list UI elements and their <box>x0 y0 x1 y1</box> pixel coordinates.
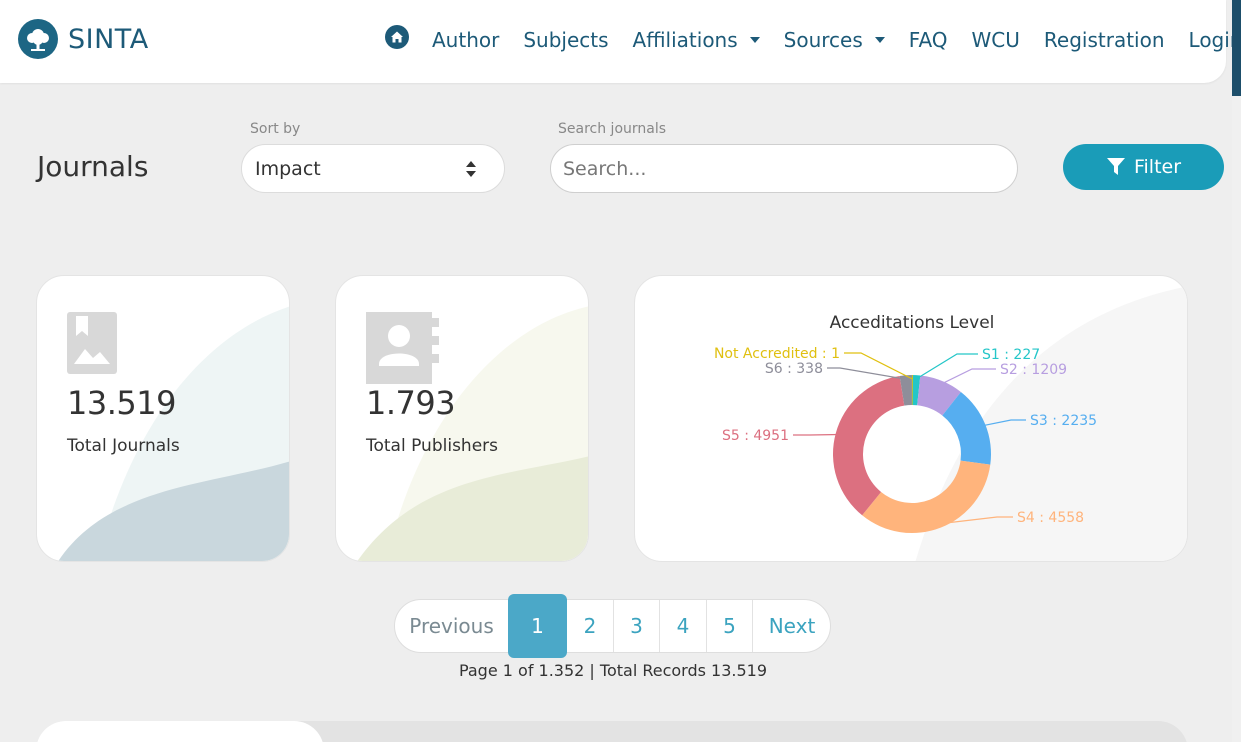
page-2-button[interactable]: 2 <box>583 614 597 638</box>
nav-subjects[interactable]: Subjects <box>523 28 609 52</box>
top-navbar: SINTA Author Subjects Affiliations Sourc… <box>0 0 1241 83</box>
donut-slice-s4[interactable] <box>862 460 991 533</box>
search-input[interactable] <box>550 144 1018 193</box>
leader-line <box>915 353 978 380</box>
sort-select[interactable]: Impact <box>241 144 505 193</box>
next-page-button[interactable]: Next <box>752 600 831 652</box>
nav-author[interactable]: Author <box>432 28 500 52</box>
donut-slice-s5[interactable] <box>833 375 905 516</box>
nav-sources-dropdown[interactable]: Sources <box>784 22 885 58</box>
previous-page-button[interactable]: Previous <box>409 614 494 638</box>
data-label-s1: S1 : 227 <box>982 347 1040 363</box>
brand-name: SINTA <box>68 23 149 55</box>
chevron-down-icon <box>874 37 885 43</box>
sinta-logo-icon <box>18 19 58 59</box>
filter-label: Filter <box>1133 156 1182 178</box>
leader-line <box>939 516 1013 525</box>
page-info: Page 1 of 1.352 | Total Records 13.519 <box>458 661 768 680</box>
card-background-wave <box>58 306 289 561</box>
nav-wcu[interactable]: WCU <box>971 28 1020 52</box>
data-label-s4: S4 : 4558 <box>1017 510 1084 526</box>
page-1-button[interactable]: 1 <box>508 594 567 658</box>
sort-label: Sort by <box>250 121 301 137</box>
scrollbar[interactable] <box>1232 0 1241 742</box>
page-3-button[interactable]: 3 <box>613 600 659 652</box>
total-publishers-label: Total Publishers <box>366 436 499 456</box>
filter-button[interactable]: Filter <box>1063 144 1224 190</box>
sort-value: Impact <box>255 157 321 180</box>
nav-affiliations-label: Affiliations <box>632 28 738 52</box>
data-label-s5: S5 : 4951 <box>722 428 789 444</box>
scrollbar-thumb[interactable] <box>1232 0 1241 96</box>
leader-line <box>981 419 1026 427</box>
page-4-button[interactable]: 4 <box>659 600 706 652</box>
results-tab-active[interactable] <box>36 721 324 742</box>
leader-line <box>940 368 996 386</box>
total-journals-value: 13.519 <box>67 384 176 422</box>
chevron-down-icon <box>749 37 760 43</box>
nav-faq[interactable]: FAQ <box>908 28 948 52</box>
filter-icon <box>1106 158 1125 175</box>
nav-registration[interactable]: Registration <box>1043 28 1165 52</box>
leader-line <box>827 367 907 380</box>
donut-slice-s2[interactable] <box>917 375 961 416</box>
home-icon[interactable] <box>385 25 409 49</box>
data-label-not-accredited: Not Accredited : 1 <box>714 346 840 362</box>
data-label-s3: S3 : 2235 <box>1030 413 1097 429</box>
data-label-s2: S2 : 1209 <box>1000 362 1067 378</box>
total-publishers-value: 1.793 <box>366 384 456 422</box>
nav-affiliations-dropdown[interactable]: Affiliations <box>633 22 760 58</box>
donut-slice-s3[interactable] <box>942 391 991 465</box>
accreditation-chart-card: Acceditations Level S1 : 227 S2 : 1209 S3 … <box>634 275 1188 562</box>
sort-arrows-icon <box>466 161 476 177</box>
total-publishers-card: 1.793 Total Publishers <box>335 275 589 562</box>
donut-slice-s1[interactable] <box>912 375 921 406</box>
contact-book-icon <box>366 312 439 388</box>
brand[interactable]: SINTA <box>18 19 149 59</box>
data-label-s6: S6 : 338 <box>765 361 823 377</box>
page-5-button[interactable]: 5 <box>706 600 752 652</box>
total-journals-card: 13.519 Total Journals <box>36 275 290 562</box>
donut-slice-not-accredited[interactable] <box>911 375 913 406</box>
page-title: Journals <box>37 150 149 183</box>
donut-slice-s6[interactable] <box>899 375 912 406</box>
image-icon <box>67 312 117 378</box>
search-label: Search journals <box>558 121 667 137</box>
nav-sources-label: Sources <box>783 28 863 52</box>
pagination: Previous 1 2 3 4 5 Next <box>394 594 831 658</box>
main-nav: Author Subjects Affiliations Sources FAQ… <box>385 22 1241 58</box>
card-background-wave <box>357 306 588 561</box>
total-journals-label: Total Journals <box>67 436 180 456</box>
leader-line <box>844 352 913 380</box>
chart-title: Acceditations Level <box>830 313 995 333</box>
results-tabbar <box>36 721 1188 742</box>
